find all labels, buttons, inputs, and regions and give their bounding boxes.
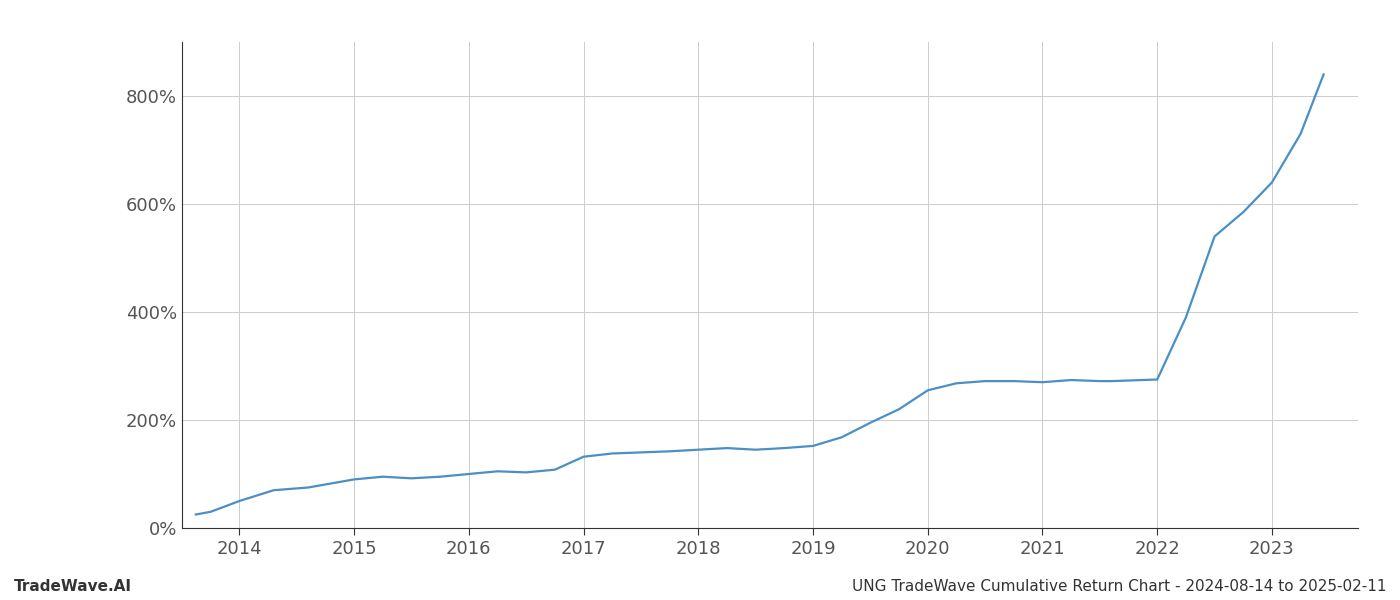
Text: TradeWave.AI: TradeWave.AI [14, 579, 132, 594]
Text: UNG TradeWave Cumulative Return Chart - 2024-08-14 to 2025-02-11: UNG TradeWave Cumulative Return Chart - … [851, 579, 1386, 594]
